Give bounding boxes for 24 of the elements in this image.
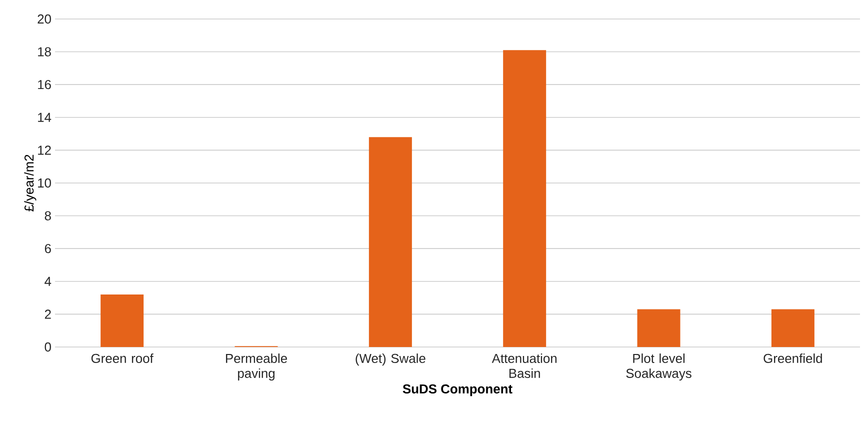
y-tick-label: 20 [38,14,51,24]
y-tick-label: 2 [44,310,51,319]
x-tick-label: (Wet) Swale [356,354,426,366]
y-tick-label: 6 [44,244,51,254]
x-tick-label: Permeable paving [226,354,287,381]
y-tick-label: 16 [38,80,51,90]
y-axis-title: £/year/m2 [24,154,36,212]
y-tick-label: 14 [38,112,52,122]
x-axis-title: SuDS Component [402,384,512,396]
bar [368,137,412,347]
x-tick-label: Green roof [91,354,154,363]
x-tick-label: Attenuation Basin [492,354,557,378]
bar [637,309,680,347]
bar [100,294,144,347]
x-tick-label: Plot level Soakaways [626,354,692,381]
y-tick-label: 8 [44,211,51,220]
y-tick-label: 12 [38,146,51,155]
bar [771,309,814,347]
y-tick-label: 10 [38,178,51,188]
x-tick-label: Greenfield [764,354,822,364]
y-tick-label: 18 [38,47,51,56]
y-tick-label: 0 [44,342,51,352]
y-tick-label: 4 [44,276,52,286]
bar [503,50,546,347]
